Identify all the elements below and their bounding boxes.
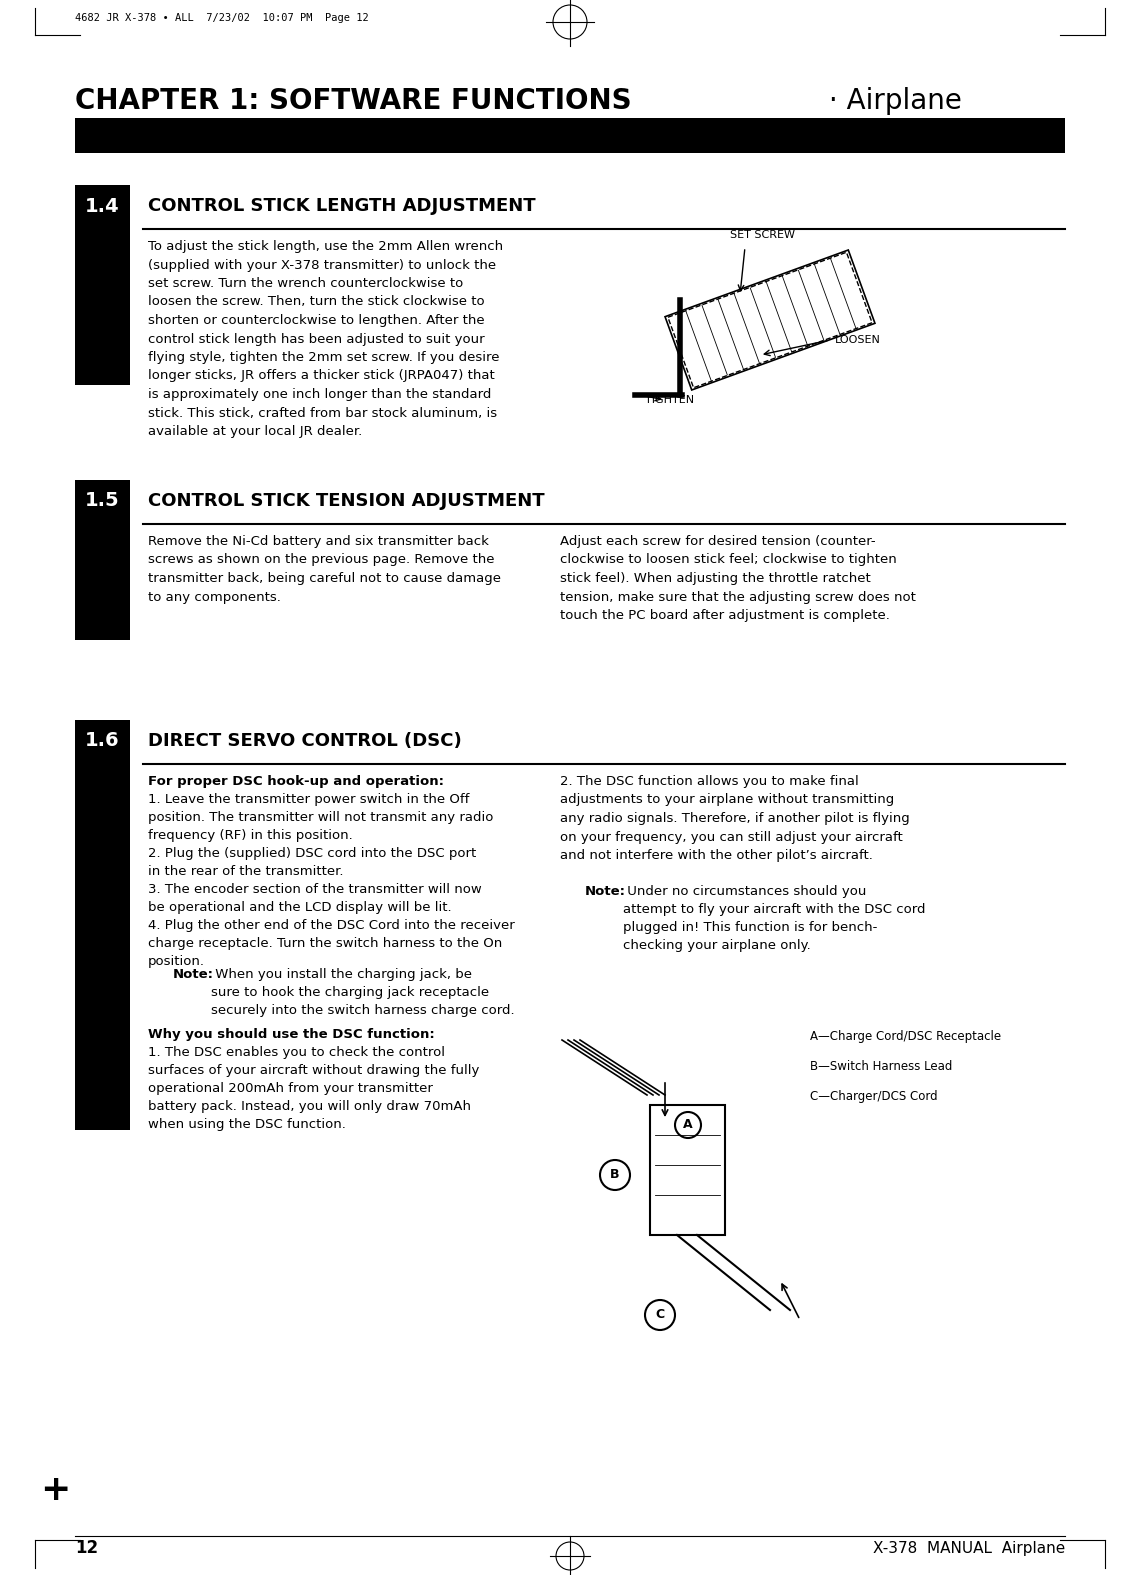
- Text: 1.5: 1.5: [86, 491, 120, 510]
- Text: · Airplane: · Airplane: [820, 87, 962, 115]
- Text: Adjust each screw for desired tension (counter-
clockwise to loosen stick feel; : Adjust each screw for desired tension (c…: [560, 536, 915, 622]
- Text: A—Charge Cord/DSC Receptacle: A—Charge Cord/DSC Receptacle: [811, 1030, 1001, 1043]
- Text: DIRECT SERVO CONTROL (DSC): DIRECT SERVO CONTROL (DSC): [148, 732, 462, 750]
- Text: To adjust the stick length, use the 2mm Allen wrench
(supplied with your X-378 t: To adjust the stick length, use the 2mm …: [148, 239, 503, 438]
- Text: A: A: [683, 1118, 693, 1131]
- Circle shape: [600, 1161, 630, 1191]
- Circle shape: [645, 1299, 675, 1329]
- Text: 1. Leave the transmitter power switch in the Off
position. The transmitter will : 1. Leave the transmitter power switch in…: [148, 792, 515, 969]
- Bar: [75, 118, 1065, 153]
- Text: CONTROL STICK TENSION ADJUSTMENT: CONTROL STICK TENSION ADJUSTMENT: [148, 491, 545, 510]
- Text: Note:: Note:: [173, 969, 214, 981]
- Text: 2. The DSC function allows you to make final
adjustments to your airplane withou: 2. The DSC function allows you to make f…: [560, 775, 910, 862]
- Circle shape: [675, 1112, 701, 1139]
- Text: C—Charger/DCS Cord: C—Charger/DCS Cord: [811, 1090, 937, 1102]
- Text: C: C: [656, 1309, 665, 1321]
- Bar: [75, 184, 130, 384]
- Text: +: +: [40, 1473, 71, 1507]
- Text: B—Switch Harness Lead: B—Switch Harness Lead: [811, 1060, 952, 1073]
- Bar: [650, 1106, 725, 1235]
- Text: 12: 12: [75, 1539, 98, 1558]
- Text: Remove the Ni-Cd battery and six transmitter back
screws as shown on the previou: Remove the Ni-Cd battery and six transmi…: [148, 536, 500, 603]
- Text: 1.6: 1.6: [86, 731, 120, 751]
- Text: Why you should use the DSC function:: Why you should use the DSC function:: [148, 1028, 434, 1041]
- Text: SET SCREW: SET SCREW: [730, 230, 795, 239]
- Text: Note:: Note:: [585, 885, 626, 898]
- Text: Under no circumstances should you
attempt to fly your aircraft with the DSC cord: Under no circumstances should you attemp…: [622, 885, 926, 951]
- Text: For proper DSC hook-up and operation:: For proper DSC hook-up and operation:: [148, 775, 443, 788]
- Text: 4682 JR X-378 • ALL  7/23/02  10:07 PM  Page 12: 4682 JR X-378 • ALL 7/23/02 10:07 PM Pag…: [75, 13, 368, 24]
- Text: LOOSEN: LOOSEN: [834, 335, 881, 345]
- Bar: [75, 720, 130, 1129]
- Bar: [75, 480, 130, 639]
- Text: CONTROL STICK LENGTH ADJUSTMENT: CONTROL STICK LENGTH ADJUSTMENT: [148, 197, 536, 216]
- Text: X-378  MANUAL  Airplane: X-378 MANUAL Airplane: [873, 1540, 1065, 1556]
- Text: 1. The DSC enables you to check the control
surfaces of your aircraft without dr: 1. The DSC enables you to check the cont…: [148, 1046, 480, 1131]
- Text: TIGHTEN: TIGHTEN: [645, 395, 694, 405]
- Text: 1.4: 1.4: [86, 197, 120, 216]
- Text: When you install the charging jack, be
sure to hook the charging jack receptacle: When you install the charging jack, be s…: [211, 969, 514, 1017]
- Text: CHAPTER 1: SOFTWARE FUNCTIONS: CHAPTER 1: SOFTWARE FUNCTIONS: [75, 87, 632, 115]
- Text: B: B: [610, 1169, 620, 1181]
